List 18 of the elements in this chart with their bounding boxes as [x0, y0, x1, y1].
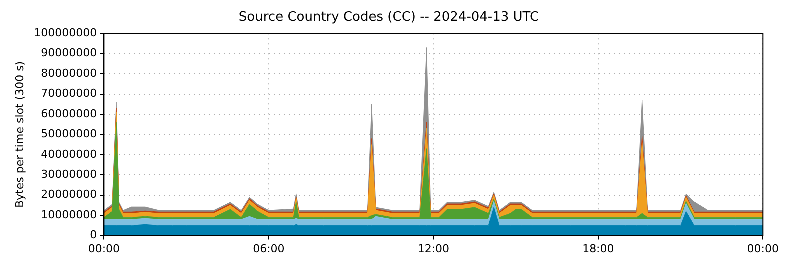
y-tick-label: 60000000	[41, 107, 98, 120]
y-tick-label: 0	[90, 228, 98, 242]
x-tick-label: 06:00	[253, 242, 285, 256]
x-tick-label: 18:00	[582, 242, 614, 256]
x-tick-label: 00:00	[747, 242, 779, 256]
y-axis-title: Bytes per time slot (300 s)	[13, 61, 26, 208]
y-tick-label: 90000000	[41, 46, 98, 60]
y-tick-label: 30000000	[41, 168, 98, 181]
chart-title: Source Country Codes (CC) -- 2024-04-13 UTC	[238, 10, 540, 26]
x-tick-label: 12:00	[418, 242, 450, 256]
y-tick-label: 20000000	[41, 188, 98, 202]
x-tick-label: 00:00	[88, 242, 120, 256]
y-tick-label: 80000000	[41, 66, 98, 80]
y-tick-label: 100000000	[34, 26, 98, 40]
y-tick-label: 40000000	[41, 148, 98, 161]
y-tick-label: 70000000	[41, 87, 98, 100]
y-tick-label: 10000000	[41, 208, 98, 222]
y-tick-label: 50000000	[41, 128, 98, 141]
